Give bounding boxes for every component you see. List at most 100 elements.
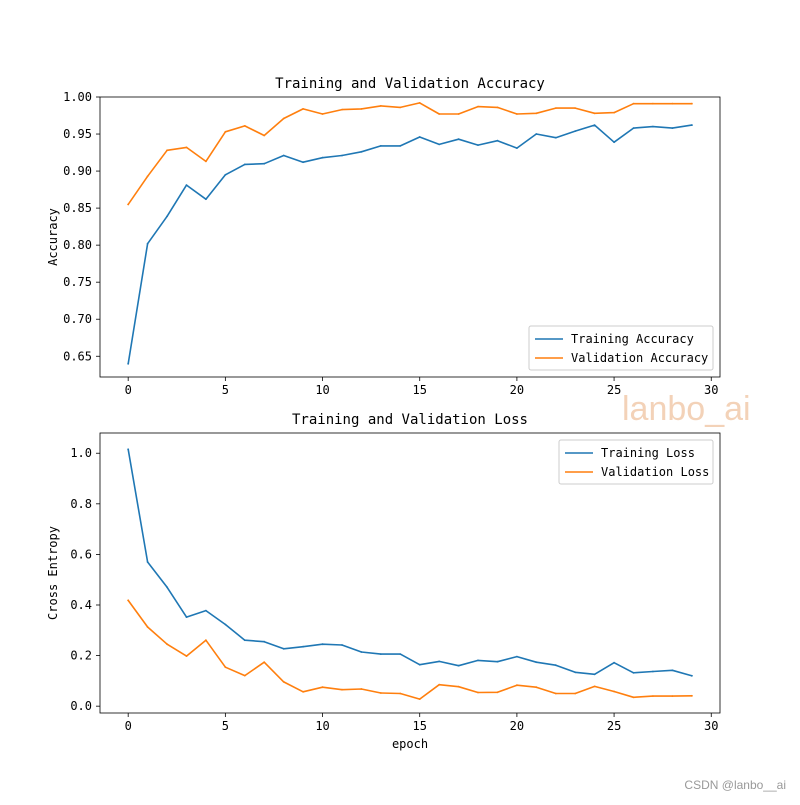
loss-training-loss-point (671, 669, 674, 672)
loss-training-loss-point (418, 663, 421, 666)
loss-validation-loss-point (477, 691, 479, 694)
accuracy-x-tick-label: 30 (704, 383, 718, 397)
loss-x-tick-label: 15 (412, 719, 426, 733)
accuracy-training-accuracy-point (652, 125, 654, 128)
loss-x-tick-label: 5 (222, 719, 229, 733)
accuracy-training-accuracy-point (496, 139, 499, 142)
loss-training-loss-line (127, 448, 693, 677)
accuracy-training-accuracy-point (379, 145, 382, 147)
loss-x-axis-label: epoch (392, 737, 428, 751)
accuracy-validation-accuracy-point (341, 108, 343, 111)
accuracy-training-accuracy-point (554, 136, 557, 139)
loss-y-tick-label: 0.8 (70, 497, 92, 511)
loss-validation-loss-point (146, 626, 149, 628)
accuracy-training-accuracy-point (516, 147, 518, 150)
loss-validation-loss-point (282, 681, 285, 683)
accuracy-validation-accuracy-point (302, 108, 304, 110)
accuracy-training-accuracy-point (360, 150, 363, 153)
loss-validation-loss-point (671, 695, 674, 697)
accuracy-validation-accuracy-point (224, 130, 227, 133)
accuracy-x-tick-label: 20 (510, 383, 524, 397)
loss-training-loss-point (457, 664, 460, 667)
loss-training-loss-point (690, 674, 693, 677)
loss-training-loss-point (593, 673, 596, 676)
loss-validation-loss-point (127, 599, 130, 602)
loss-training-loss-point (399, 653, 402, 655)
loss-training-loss-point (360, 651, 363, 653)
loss-legend-box (558, 439, 714, 485)
accuracy-x-tick-label: 5 (222, 383, 229, 397)
loss-training-loss-point (613, 661, 615, 664)
accuracy-training-accuracy-point (399, 145, 402, 147)
accuracy-training-accuracy-point (127, 362, 130, 365)
accuracy-training-accuracy-point (224, 173, 227, 176)
footer-credit: CSDN @lanbo__ai (684, 778, 786, 792)
accuracy-validation-accuracy-point (496, 106, 499, 109)
accuracy-y-tick-label: 0.85 (63, 201, 92, 215)
loss-validation-loss-point (302, 690, 304, 693)
loss-y-tick-label: 1.0 (70, 446, 92, 460)
loss-validation-loss-point (341, 688, 343, 691)
accuracy-training-accuracy-point (185, 184, 188, 187)
loss-training-loss-point (263, 640, 266, 643)
loss-validation-loss-point (652, 695, 654, 697)
accuracy-validation-accuracy-point (516, 113, 518, 115)
loss-y-tick-label: 0.2 (70, 649, 92, 663)
accuracy-chart-title: Training and Validation Accuracy (275, 76, 545, 92)
loss-training-loss-point (185, 616, 188, 618)
accuracy-y-tick-label: 0.75 (63, 275, 92, 289)
loss-validation-loss-line (127, 599, 693, 700)
accuracy-validation-accuracy-point (690, 102, 693, 105)
accuracy-training-accuracy-point (613, 141, 615, 144)
loss-y-tick-label: 0.6 (70, 547, 92, 561)
loss-validation-loss-point (516, 684, 518, 687)
loss-validation-loss-point (263, 661, 266, 664)
loss-validation-loss-point (574, 692, 577, 695)
loss-plot: 0 5 10 15 20 25 30 0.0 0.2 0.4 0.6 0.8 1.0 Training a… (46, 412, 721, 751)
loss-legend-label: Validation Loss (601, 465, 709, 479)
accuracy-validation-accuracy-point (457, 113, 460, 115)
accuracy-training-accuracy-point (593, 124, 596, 126)
accuracy-axes-frame (99, 96, 721, 378)
accuracy-validation-accuracy-point (418, 102, 421, 104)
accuracy-y-tick-label: 0.95 (63, 127, 92, 141)
accuracy-validation-accuracy-point (632, 102, 635, 105)
loss-validation-loss-point (457, 685, 460, 688)
accuracy-validation-accuracy-point (574, 107, 577, 109)
loss-validation-loss-point (613, 690, 615, 693)
loss-legend: Training Loss Validation Loss (558, 439, 714, 485)
accuracy-y-tick-label: 0.65 (63, 349, 92, 363)
accuracy-validation-accuracy-point (438, 113, 441, 115)
loss-training-loss-point (632, 671, 635, 674)
accuracy-validation-accuracy-point (593, 112, 596, 115)
loss-validation-loss-point (554, 692, 557, 695)
accuracy-training-accuracy-point (574, 130, 577, 133)
accuracy-validation-accuracy-point (185, 146, 188, 149)
loss-validation-loss-point (205, 639, 207, 642)
accuracy-validation-accuracy-point (379, 105, 382, 107)
accuracy-training-accuracy-point (205, 198, 207, 201)
loss-training-loss-point (146, 561, 149, 563)
loss-validation-loss-point (379, 692, 382, 694)
loss-validation-loss-point (535, 686, 538, 689)
loss-validation-loss-point (496, 691, 499, 694)
accuracy-validation-accuracy-point (282, 117, 285, 120)
accuracy-x-tick-label: 10 (315, 383, 329, 397)
loss-validation-loss-point (632, 696, 635, 699)
loss-training-loss-point (282, 647, 285, 650)
accuracy-training-accuracy-point (535, 133, 538, 135)
accuracy-training-accuracy-point (166, 215, 169, 218)
accuracy-x-tick-label: 15 (412, 383, 426, 397)
accuracy-validation-accuracy-point (360, 108, 363, 110)
loss-x-tick-label: 10 (315, 719, 329, 733)
accuracy-training-accuracy-point (243, 163, 246, 166)
loss-training-loss-point (341, 644, 343, 646)
loss-training-loss-point (496, 660, 499, 663)
accuracy-legend-label: Training Accuracy (571, 332, 694, 346)
loss-training-loss-point (516, 655, 518, 658)
loss-training-loss-point (243, 639, 246, 642)
accuracy-validation-accuracy-point (652, 102, 654, 105)
accuracy-legend: Training Accuracy Validation Accuracy (528, 325, 714, 371)
